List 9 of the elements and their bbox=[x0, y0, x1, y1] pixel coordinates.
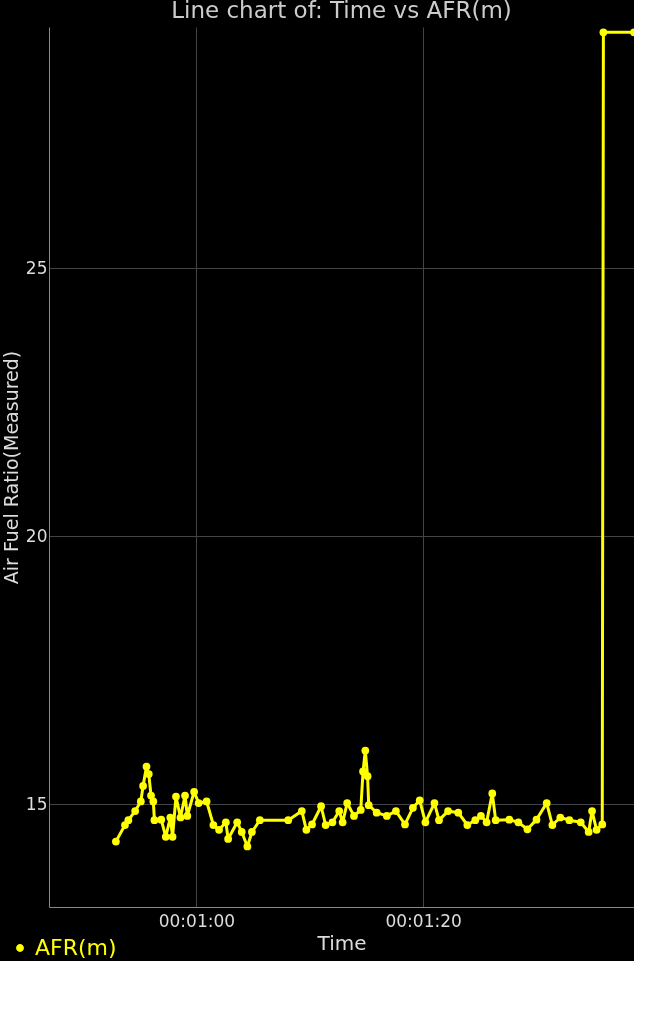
y-axis-title: Air Fuel Ratio(Measured) bbox=[0, 350, 22, 585]
legend-label: AFR(m) bbox=[35, 935, 117, 960]
y-tick-label: 25 bbox=[25, 257, 48, 278]
x-axis-title: Time bbox=[316, 930, 367, 955]
x-tick-label: 00:01:00 bbox=[158, 910, 236, 931]
y-tick-label: 20 bbox=[25, 525, 48, 546]
chart-title: Line chart of: Time vs AFR(m) bbox=[171, 0, 512, 23]
y-tick-label: 15 bbox=[25, 793, 48, 814]
x-tick-label: 00:01:20 bbox=[385, 910, 462, 931]
